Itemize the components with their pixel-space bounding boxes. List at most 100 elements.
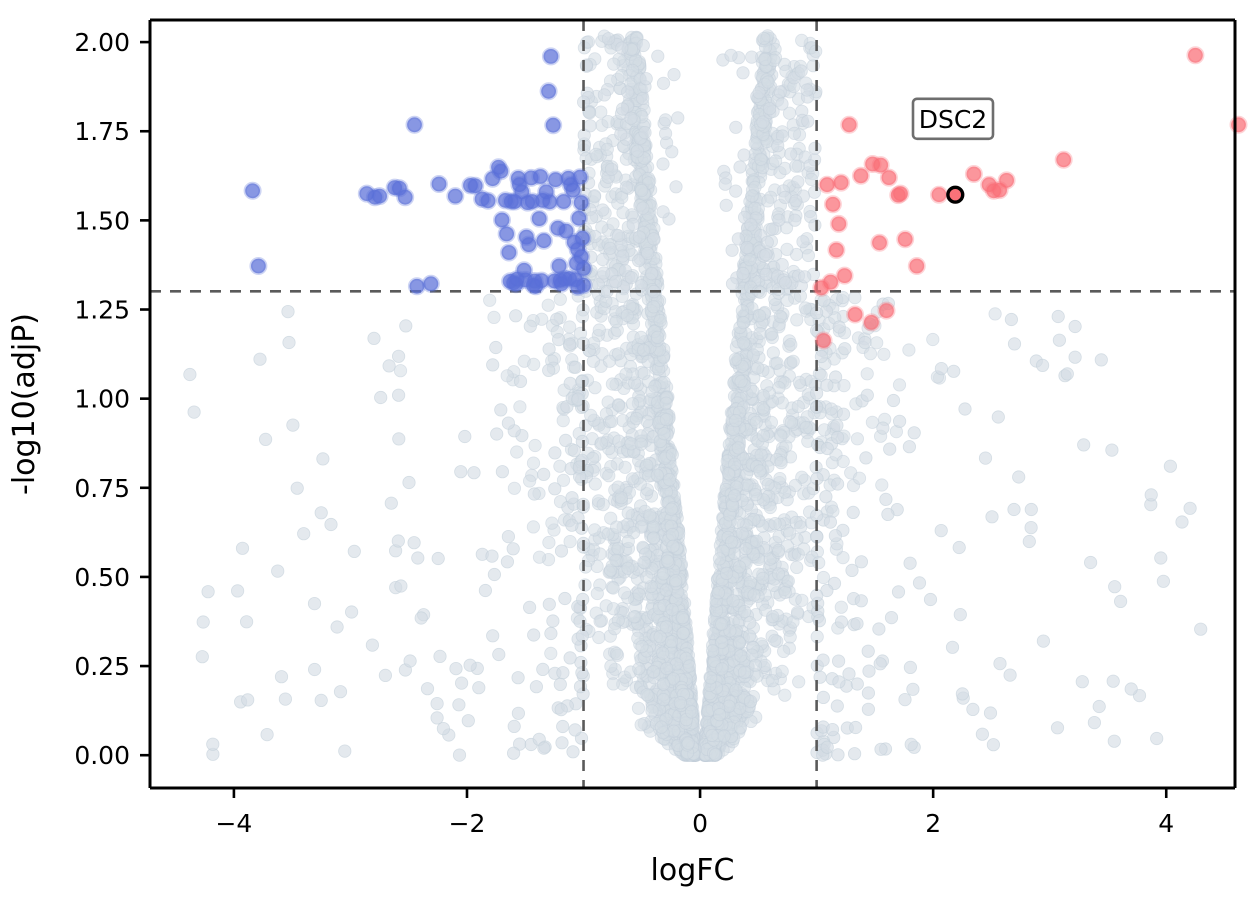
data-point-ns <box>1194 622 1208 636</box>
data-point-ns <box>602 354 617 368</box>
downregulated-points-layer <box>243 47 593 297</box>
data-point-ns <box>522 600 537 615</box>
data-point-ns <box>1012 470 1026 484</box>
data-point-ns <box>874 742 888 756</box>
data-point-ns <box>731 232 745 246</box>
data-point-ns <box>873 657 887 671</box>
data-point-upregulated <box>907 257 926 276</box>
data-point-ns <box>544 626 558 641</box>
data-point-ns <box>781 574 795 588</box>
data-point-ns <box>641 354 655 369</box>
data-point-ns <box>751 361 765 375</box>
data-point-ns <box>753 464 767 478</box>
data-point-ns <box>634 183 649 198</box>
data-point-ns <box>737 148 751 162</box>
data-point-ns <box>812 556 826 570</box>
data-point-ns <box>749 534 764 548</box>
data-point-ns <box>729 683 743 697</box>
data-point-ns <box>795 33 809 48</box>
data-point-ns <box>753 326 767 341</box>
data-point-ns <box>788 478 802 492</box>
data-point-ns <box>825 722 840 737</box>
data-point-upregulated <box>896 230 915 249</box>
data-point-ns <box>486 358 500 372</box>
data-point-ns <box>606 677 620 691</box>
data-point-ns <box>638 126 652 140</box>
data-point-ns <box>820 378 834 392</box>
data-point-ns <box>607 57 621 71</box>
data-point-ns <box>732 560 747 574</box>
data-point-ns <box>656 677 671 691</box>
data-point-ns <box>792 375 807 389</box>
data-point-ns <box>512 737 527 751</box>
y-tick-label: 1.00 <box>74 385 130 414</box>
data-point-ns <box>848 720 863 735</box>
data-point-ns <box>553 677 567 692</box>
data-point-ns <box>333 685 348 699</box>
data-point-ns <box>744 218 758 232</box>
data-point-upregulated <box>818 175 837 194</box>
data-point-ns <box>1150 731 1164 746</box>
data-point-ns <box>952 540 966 555</box>
data-point-ns <box>420 682 435 696</box>
data-point-ns <box>789 159 803 173</box>
data-point-ns <box>877 347 891 361</box>
data-point-ns <box>526 520 541 534</box>
data-point-ns <box>846 505 860 520</box>
data-point-ns <box>621 534 635 549</box>
data-point-ns <box>513 374 528 388</box>
data-point-downregulated <box>499 243 518 262</box>
data-point-ns <box>592 630 606 645</box>
data-point-ns <box>556 666 570 680</box>
data-point-ns <box>653 630 667 644</box>
highlighted-point-layer[interactable] <box>946 185 965 204</box>
data-point-ns <box>616 249 630 263</box>
data-point-ns <box>646 300 661 314</box>
data-point-ns <box>666 539 680 553</box>
gene-annotation-box[interactable] <box>911 97 995 141</box>
gene-annotation-layer[interactable]: DSC2 <box>911 97 995 141</box>
data-point-ns <box>669 180 683 194</box>
data-point-ns <box>601 32 616 46</box>
y-tick-label: 0.00 <box>74 741 130 770</box>
data-point-ns <box>604 162 619 176</box>
highlighted-data-point[interactable] <box>946 185 965 204</box>
data-point-ns <box>884 610 899 625</box>
data-point-upregulated <box>1186 46 1205 65</box>
data-point-ns <box>771 139 785 153</box>
data-point-ns <box>788 213 802 227</box>
data-point-ns <box>796 235 810 249</box>
data-point-ns <box>282 335 296 350</box>
data-point-ns <box>728 352 743 366</box>
data-point-ns <box>876 421 890 435</box>
data-point-ns <box>382 359 396 373</box>
data-point-ns <box>729 120 743 134</box>
data-point-ns <box>854 555 869 569</box>
data-point-ns <box>314 693 328 708</box>
data-point-ns <box>431 551 445 566</box>
data-point-ns <box>485 549 499 563</box>
data-point-ns <box>452 698 466 712</box>
data-point-ns <box>745 189 759 203</box>
data-point-ns <box>527 628 541 642</box>
data-point-ns <box>718 177 732 191</box>
data-point-ns <box>290 481 304 495</box>
threshold-lines-layer <box>150 20 1235 788</box>
data-point-ns <box>792 675 806 689</box>
data-point-ns <box>659 412 674 427</box>
data-point-ns <box>985 510 999 524</box>
data-point-ns <box>556 413 570 428</box>
data-point-ns <box>850 432 865 446</box>
data-point-ns <box>507 481 522 495</box>
data-point-ns <box>727 546 741 561</box>
data-point-ns <box>636 201 650 215</box>
data-point-downregulated <box>370 187 389 206</box>
data-point-ns <box>278 692 292 706</box>
data-point-downregulated <box>563 181 582 200</box>
data-point-ns <box>1094 353 1108 367</box>
data-point-ns <box>639 72 653 86</box>
data-point-ns <box>729 184 743 198</box>
data-point-ns <box>845 563 859 578</box>
data-point-upregulated <box>812 278 831 297</box>
